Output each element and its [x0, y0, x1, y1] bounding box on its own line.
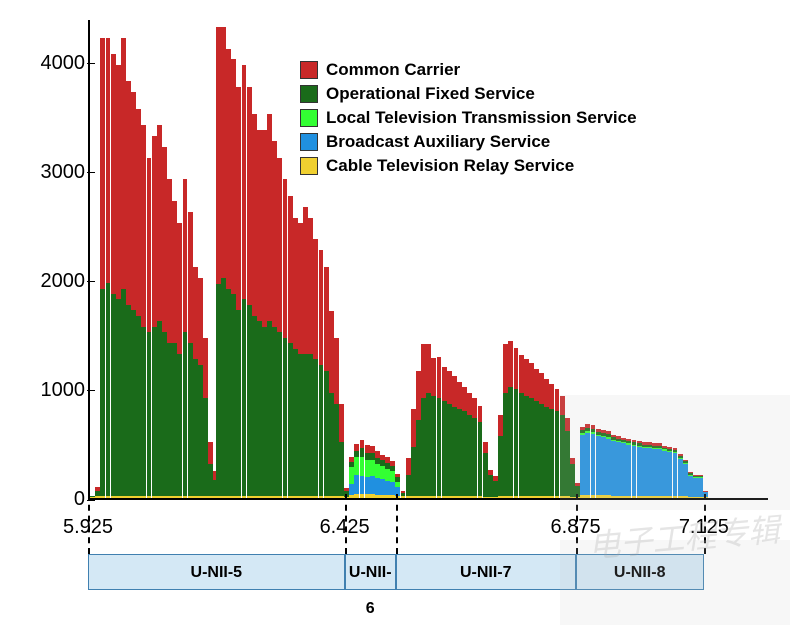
- stacked-bar: [313, 239, 318, 498]
- stacked-bar: [95, 487, 100, 498]
- stacked-bar: [380, 455, 385, 498]
- stacked-bar: [334, 338, 339, 498]
- band-divider: [88, 494, 90, 554]
- stacked-bar: [360, 440, 365, 498]
- stacked-bar: [231, 59, 236, 498]
- stacked-bar: [257, 130, 262, 498]
- legend-swatch: [300, 157, 318, 175]
- y-tick-label: 2000: [20, 270, 85, 293]
- legend-item: Cable Television Relay Service: [300, 156, 637, 176]
- stacked-bar: [131, 92, 136, 498]
- band-label: U-NII-7: [397, 555, 575, 591]
- legend-label: Common Carrier: [326, 60, 460, 80]
- stacked-bar: [483, 442, 488, 498]
- stacked-bar: [188, 212, 193, 498]
- stacked-bar: [177, 223, 182, 498]
- stacked-bar: [437, 357, 442, 498]
- stacked-bar: [457, 382, 462, 498]
- stacked-bar: [288, 196, 293, 498]
- stacked-bar: [390, 461, 395, 498]
- watermark-overlay: [560, 395, 790, 510]
- legend-swatch: [300, 61, 318, 79]
- stacked-bar: [324, 267, 329, 498]
- stacked-bar: [106, 38, 111, 498]
- stacked-bar: [447, 371, 452, 498]
- legend-label: Local Television Transmission Service: [326, 108, 637, 128]
- stacked-bar: [121, 38, 126, 498]
- stacked-bar: [514, 348, 519, 498]
- band-label: U-NII-6: [346, 555, 395, 627]
- stacked-bar: [152, 136, 157, 498]
- stacked-bar: [549, 384, 554, 498]
- stacked-bar: [401, 491, 406, 498]
- stacked-bar: [221, 27, 226, 498]
- stacked-bar: [370, 446, 375, 498]
- legend-label: Cable Television Relay Service: [326, 156, 574, 176]
- stacked-bar: [426, 344, 431, 498]
- stacked-bar: [277, 158, 282, 498]
- legend-item: Common Carrier: [300, 60, 637, 80]
- legend-label: Operational Fixed Service: [326, 84, 535, 104]
- stacked-bar: [298, 223, 303, 498]
- stacked-bar: [493, 476, 498, 498]
- stacked-bar: [539, 373, 544, 498]
- band-box: U-NII-7: [396, 554, 576, 590]
- y-tick-label: 3000: [20, 161, 85, 184]
- stacked-bar: [472, 398, 477, 498]
- y-axis: 01000200030004000: [20, 20, 85, 500]
- stacked-bar: [208, 442, 213, 498]
- legend: Common Carrier Operational Fixed Service L…: [300, 60, 637, 180]
- y-tick-label: 4000: [20, 52, 85, 75]
- legend-item: Local Television Transmission Service: [300, 108, 637, 128]
- stacked-bar: [162, 147, 167, 498]
- legend-label: Broadcast Auxiliary Service: [326, 132, 550, 152]
- band-box: U-NII-6: [345, 554, 396, 590]
- watermark-overlay: [560, 540, 790, 625]
- band-divider: [396, 494, 398, 554]
- stacked-bar: [339, 404, 344, 498]
- legend-item: Operational Fixed Service: [300, 84, 637, 104]
- legend-swatch: [300, 133, 318, 151]
- stacked-bar: [503, 344, 508, 498]
- y-tick-label: 0: [20, 488, 85, 511]
- stacked-bar: [242, 65, 247, 498]
- band-label: U-NII-5: [89, 555, 344, 591]
- stacked-bar: [416, 371, 421, 498]
- legend-swatch: [300, 85, 318, 103]
- legend-swatch: [300, 109, 318, 127]
- band-box: U-NII-5: [88, 554, 345, 590]
- stacked-bar: [141, 125, 146, 498]
- stacked-bar: [267, 114, 272, 498]
- legend-item: Broadcast Auxiliary Service: [300, 132, 637, 152]
- band-divider: [345, 494, 347, 554]
- y-tick-label: 1000: [20, 379, 85, 402]
- stacked-bar: [529, 363, 534, 498]
- stacked-bar: [198, 278, 203, 498]
